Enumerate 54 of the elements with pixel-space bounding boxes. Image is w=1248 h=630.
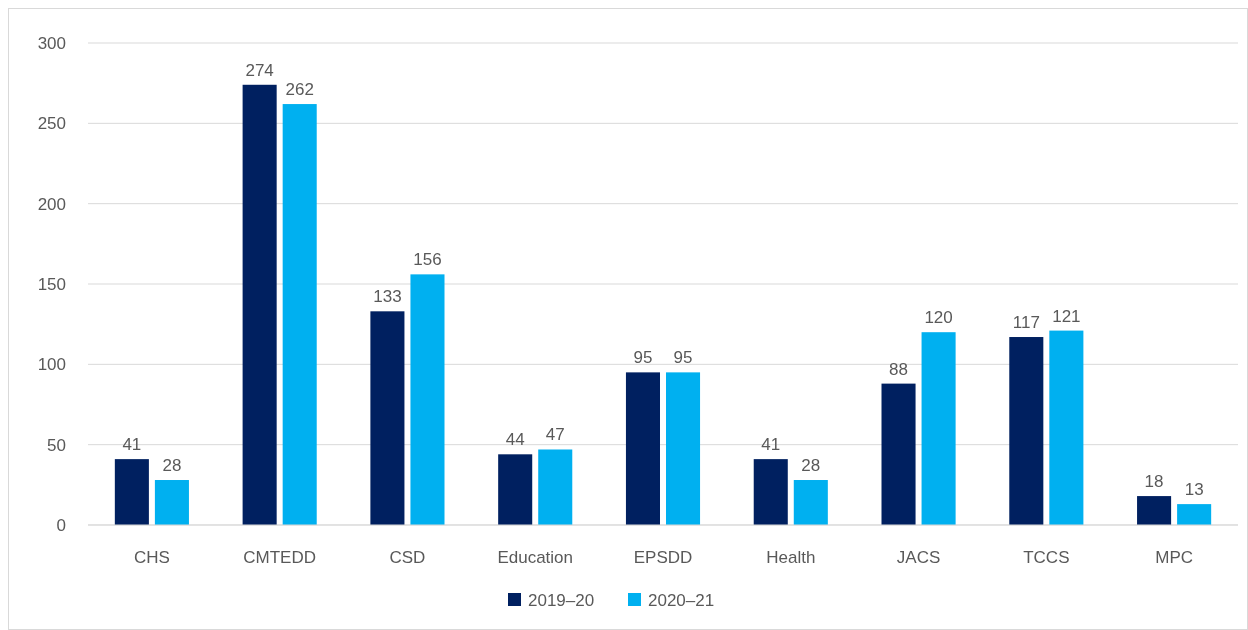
bar bbox=[1137, 496, 1172, 525]
data-label: 274 bbox=[245, 60, 274, 80]
bar bbox=[753, 459, 788, 525]
x-tick-label: EPSDD bbox=[633, 548, 693, 567]
x-tick-label: JACS bbox=[896, 548, 941, 567]
data-label: 41 bbox=[122, 435, 142, 455]
data-label: 44 bbox=[505, 430, 525, 450]
x-tick-label: MPC bbox=[1155, 548, 1193, 567]
bar bbox=[370, 311, 405, 525]
data-label: 28 bbox=[801, 456, 821, 476]
data-label: 121 bbox=[1052, 306, 1081, 326]
bar bbox=[921, 332, 956, 525]
data-label: 41 bbox=[761, 435, 781, 455]
y-tick-label: 100 bbox=[37, 355, 66, 375]
bar bbox=[154, 480, 189, 525]
data-label: 13 bbox=[1184, 480, 1204, 500]
bar bbox=[1049, 330, 1084, 525]
data-label: 117 bbox=[1012, 313, 1040, 333]
y-tick-label: 150 bbox=[37, 274, 66, 294]
x-tick-label: TCCS bbox=[1023, 548, 1070, 567]
x-tick-label: Health bbox=[766, 548, 816, 567]
y-tick-label: 250 bbox=[37, 114, 66, 134]
bar bbox=[410, 274, 445, 525]
x-tick-label: Education bbox=[497, 548, 574, 567]
x-tick-label: CMTEDD bbox=[243, 548, 317, 567]
legend-label: 2019–20 bbox=[528, 590, 595, 610]
bar bbox=[666, 372, 701, 525]
bar bbox=[114, 459, 149, 525]
bar bbox=[1009, 337, 1044, 525]
data-label: 120 bbox=[924, 308, 953, 328]
bar bbox=[793, 480, 828, 525]
bar bbox=[242, 84, 277, 525]
bar bbox=[282, 104, 317, 525]
data-label: 133 bbox=[373, 287, 402, 307]
data-label: 156 bbox=[413, 250, 442, 270]
data-label: 95 bbox=[633, 348, 653, 368]
data-label: 88 bbox=[889, 359, 908, 379]
bar bbox=[881, 383, 916, 525]
y-tick-label: 0 bbox=[56, 515, 66, 535]
y-tick-label: 300 bbox=[37, 33, 66, 53]
bar bbox=[625, 372, 660, 525]
x-tick-label: CHS bbox=[133, 548, 170, 567]
data-label: 28 bbox=[162, 456, 182, 476]
data-label: 95 bbox=[673, 348, 693, 368]
data-label: 47 bbox=[545, 425, 565, 445]
bar bbox=[1177, 504, 1212, 525]
bar bbox=[538, 449, 573, 525]
data-label: 18 bbox=[1144, 472, 1164, 492]
y-tick-label: 200 bbox=[37, 194, 66, 214]
bar bbox=[498, 454, 533, 525]
x-tick-label: CSD bbox=[389, 548, 426, 567]
y-tick-label: 50 bbox=[47, 435, 66, 455]
data-label: 262 bbox=[285, 80, 314, 100]
legend-label: 2020–21 bbox=[648, 590, 715, 610]
